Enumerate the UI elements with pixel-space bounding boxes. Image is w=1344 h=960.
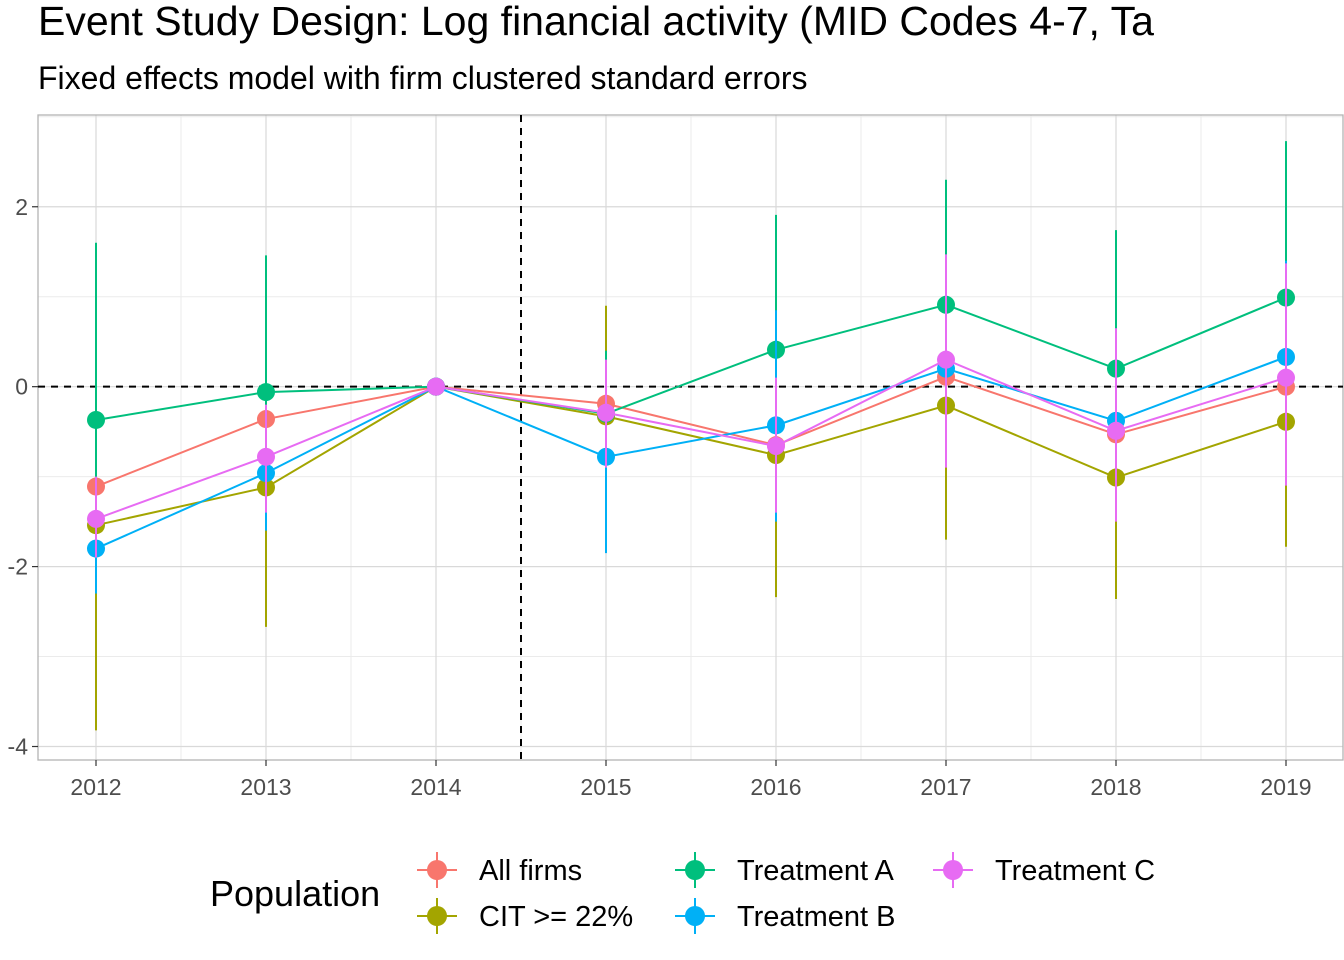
legend-key-point <box>427 860 447 880</box>
data-point <box>597 403 615 422</box>
legend-label: Treatment A <box>737 855 895 887</box>
legend-label: Treatment C <box>995 855 1155 887</box>
legend-key-point <box>685 906 705 926</box>
x-tick-label: 2012 <box>70 774 121 800</box>
legend-item: Treatment A <box>675 852 895 888</box>
y-tick-label: 2 <box>15 194 28 220</box>
legend-key-point <box>685 860 705 880</box>
data-point <box>1107 421 1125 440</box>
legend-key-point <box>943 860 963 880</box>
data-point <box>1277 368 1295 387</box>
chart-title: Event Study Design: Log financial activi… <box>38 0 1154 44</box>
y-tick-label: -2 <box>8 554 28 580</box>
data-point <box>87 410 105 429</box>
series-5 <box>87 254 1295 558</box>
series-line <box>95 296 1287 421</box>
series-line <box>95 356 1287 550</box>
x-tick-label: 2018 <box>1090 774 1141 800</box>
x-tick-label: 2013 <box>240 774 291 800</box>
series-line <box>95 385 1287 527</box>
series-line <box>95 375 1287 488</box>
legend: Population All firms CIT >= 22% Treatment … <box>210 852 1155 934</box>
data-point <box>87 509 105 528</box>
legend-label: CIT >= 22% <box>479 901 633 933</box>
legend-label: Treatment B <box>737 901 895 933</box>
data-point <box>767 437 785 456</box>
legend-label: All firms <box>479 855 582 887</box>
axes: 2012 2013 2014 2015 2016 2017 2018 2019 -4 -2 0 2 <box>8 194 1312 800</box>
legend-title: Population <box>210 873 380 914</box>
x-tick-label: 2019 <box>1260 774 1311 800</box>
series-layer <box>87 141 1295 731</box>
x-tick-label: 2014 <box>410 774 461 800</box>
reference-lines <box>38 115 1343 760</box>
chart-subtitle: Fixed effects model with firm clustered … <box>38 60 807 96</box>
data-point <box>257 383 275 402</box>
x-tick-label: 2015 <box>580 774 631 800</box>
legend-item: Treatment C <box>933 852 1155 888</box>
plot-border <box>37 114 1344 761</box>
y-tick-label: 0 <box>15 374 28 400</box>
y-tick-label: -4 <box>8 734 29 760</box>
legend-key-point <box>427 906 447 926</box>
data-point <box>937 350 955 369</box>
grid <box>37 114 1344 761</box>
x-tick-label: 2017 <box>920 774 971 800</box>
legend-item: All firms <box>417 852 582 888</box>
data-point <box>257 447 275 466</box>
data-point <box>427 377 445 396</box>
x-tick-label: 2016 <box>750 774 801 800</box>
legend-item: Treatment B <box>675 898 895 934</box>
series-line <box>95 358 1287 520</box>
legend-item: CIT >= 22% <box>417 898 633 934</box>
